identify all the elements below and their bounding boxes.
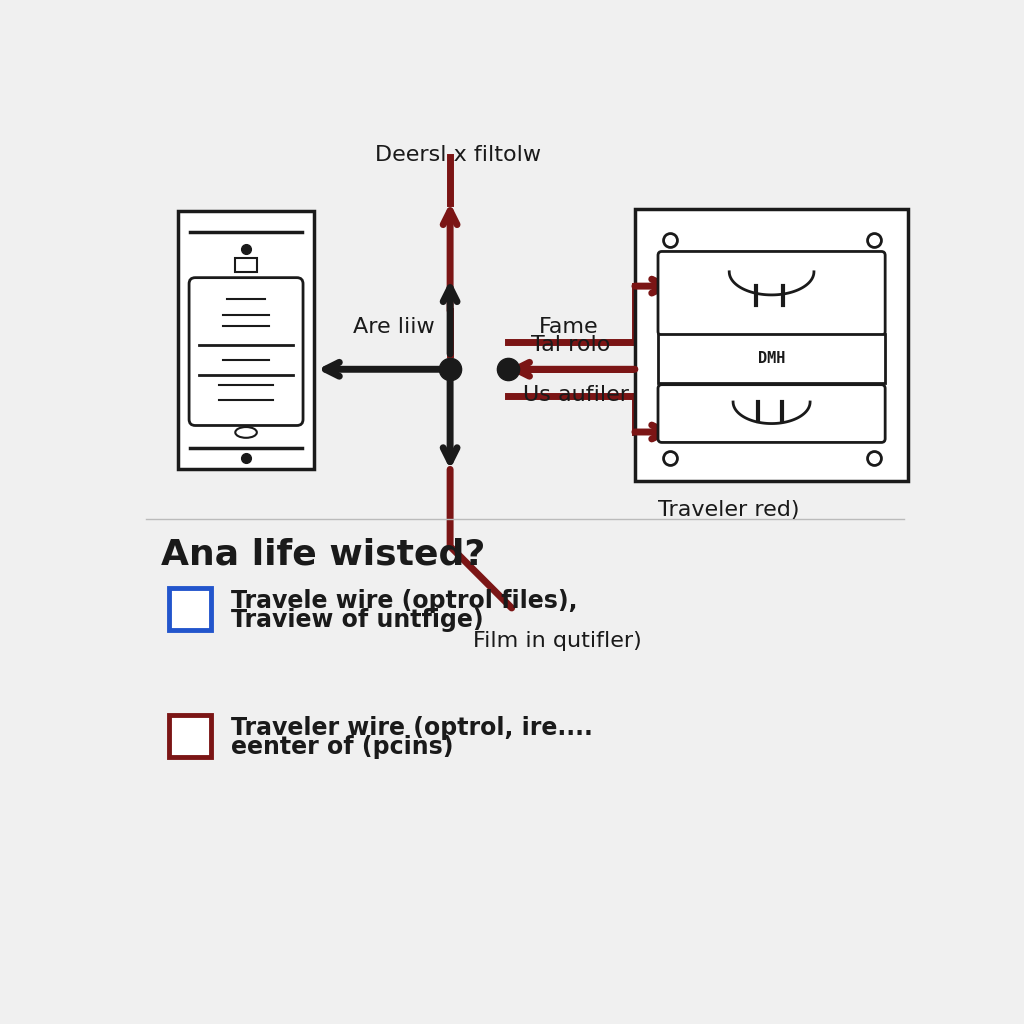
Text: Are liiw: Are liiw (353, 317, 435, 337)
Bar (635, 209, 908, 481)
Ellipse shape (236, 427, 257, 438)
Bar (658, 334, 885, 383)
Text: Us aufiler: Us aufiler (523, 385, 630, 404)
Bar (178, 211, 313, 469)
Text: Traveler red): Traveler red) (658, 500, 800, 520)
Text: Traveler wire (optrol, ire....: Traveler wire (optrol, ire.... (230, 716, 593, 739)
Bar (236, 258, 257, 272)
FancyBboxPatch shape (658, 252, 885, 335)
Bar (169, 588, 211, 631)
Bar (169, 715, 211, 758)
Text: Film in qutifler): Film in qutifler) (473, 631, 642, 651)
Text: Travele wire (optrol files),: Travele wire (optrol files), (230, 589, 578, 612)
Text: eenter of (pcins): eenter of (pcins) (230, 735, 454, 759)
Text: Fame: Fame (539, 317, 598, 337)
Text: Traview of untfige): Traview of untfige) (230, 607, 483, 632)
FancyBboxPatch shape (189, 278, 303, 426)
Text: Tal rolo: Tal rolo (531, 336, 610, 355)
Text: Ana life wisted?: Ana life wisted? (162, 538, 485, 572)
Text: Deersl x filtolw: Deersl x filtolw (375, 145, 541, 165)
Text: DMH: DMH (758, 351, 785, 367)
FancyBboxPatch shape (658, 385, 885, 442)
